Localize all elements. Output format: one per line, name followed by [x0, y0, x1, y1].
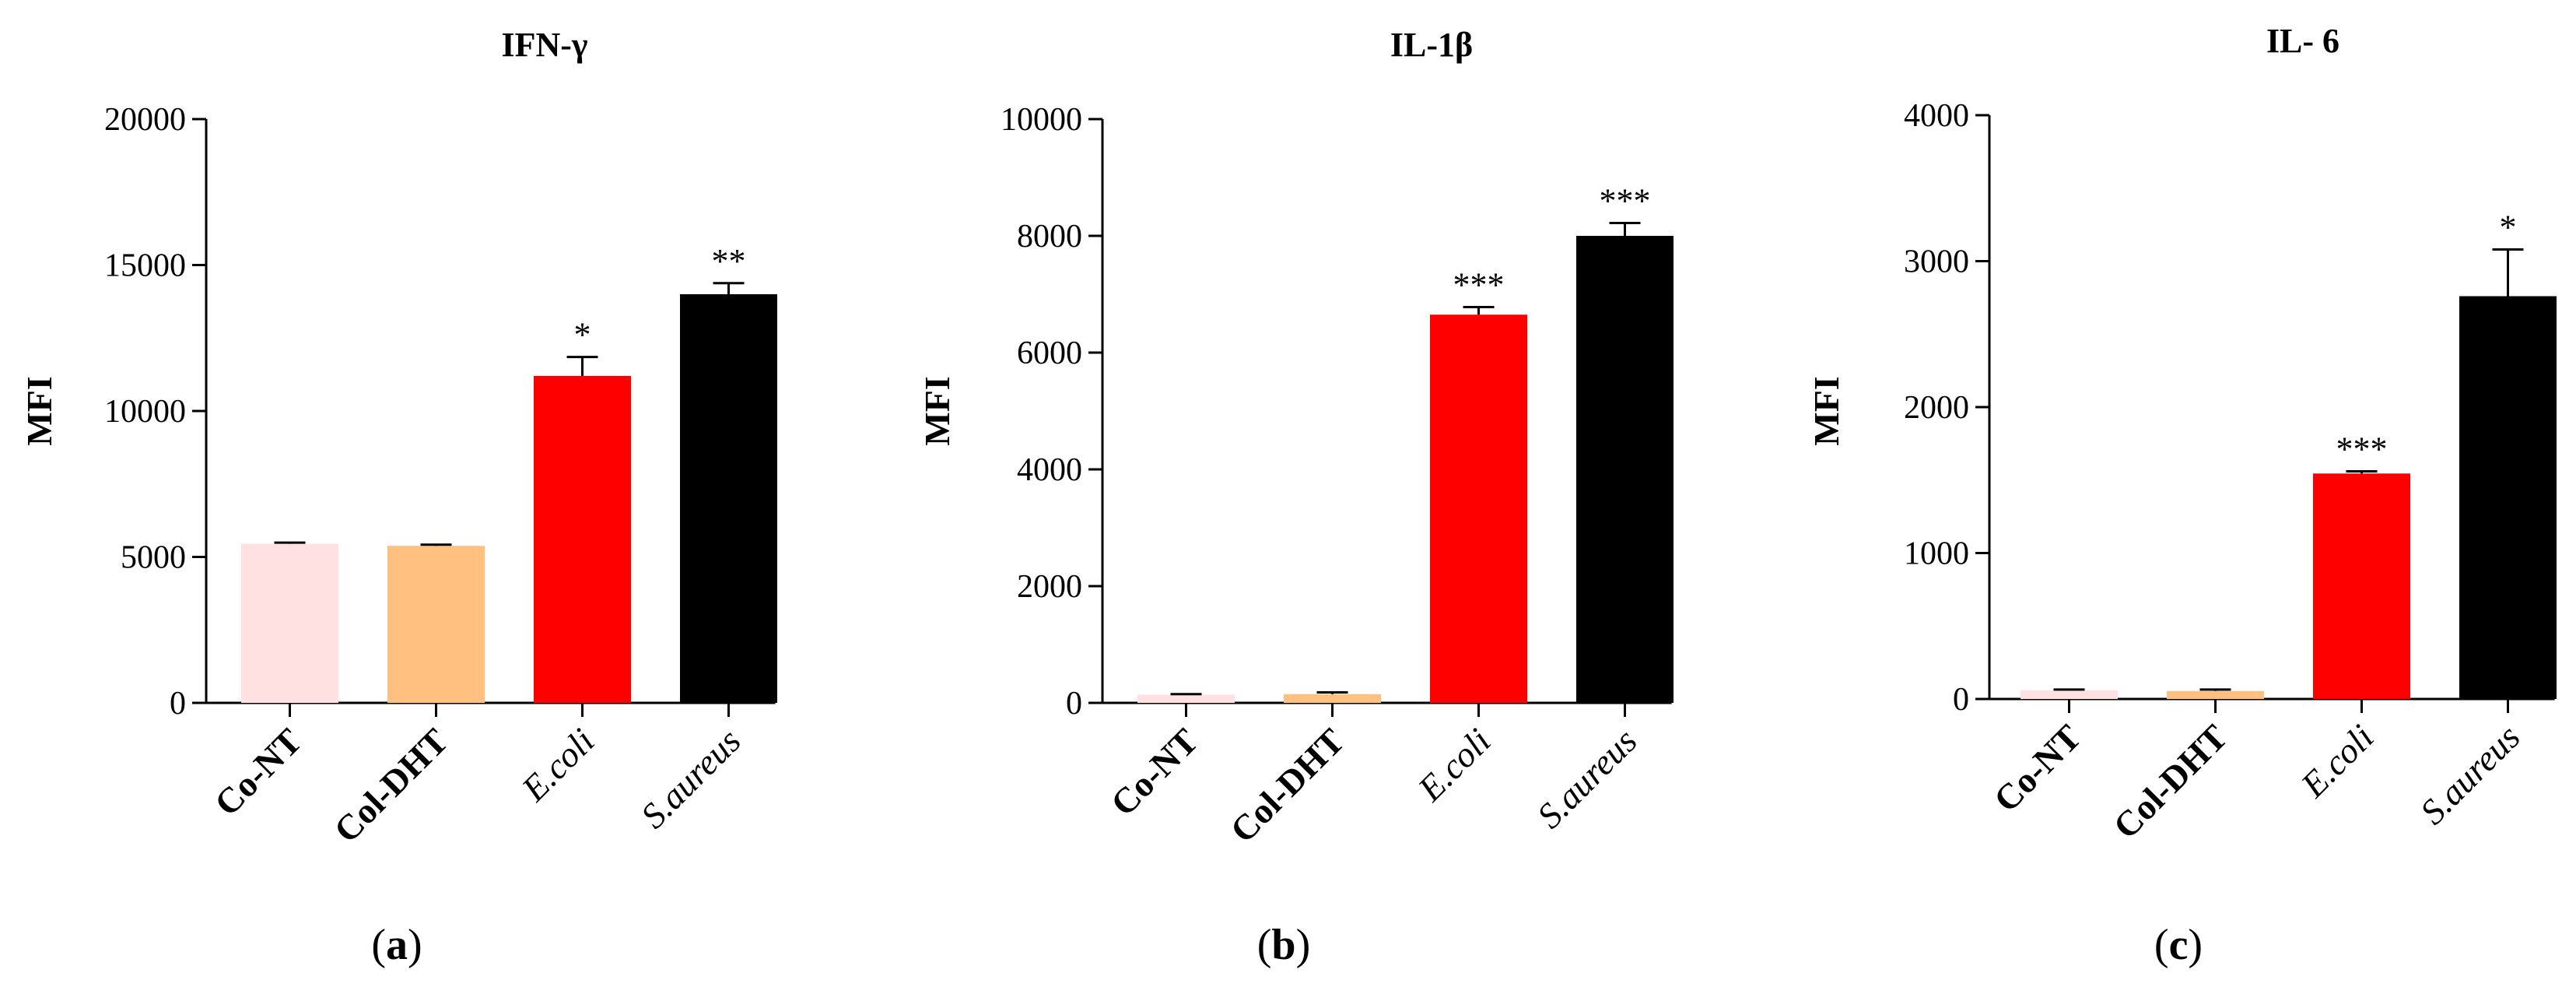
x-tick-label: Co-NT	[207, 721, 310, 824]
chart-title: IL-1β	[1390, 26, 1473, 64]
chart-panel-b: IL-1β MFI 0 2000 4000 6000 8000 10000 Co-NT Col-D…	[917, 26, 1674, 969]
chart-title: IL- 6	[2266, 22, 2339, 60]
x-tick-label: E.coli	[2293, 717, 2381, 806]
bar-e-coli	[534, 376, 631, 703]
x-tick-label: Col-DHT	[1222, 721, 1351, 850]
y-tick-label: 10000	[104, 394, 186, 430]
y-tick-label: 2000	[1017, 569, 1082, 605]
panel-label-close-paren: )	[2188, 921, 2203, 969]
y-tick-label: 4000	[1904, 98, 1969, 134]
bar-co-nt	[1137, 694, 1235, 703]
y-tick-label: 3000	[1904, 244, 1969, 280]
bar-e-coli	[1430, 314, 1527, 703]
x-tick-label: E.coli	[1410, 721, 1498, 810]
x-tick-label: E.coli	[513, 721, 602, 810]
bar-s-aureus	[680, 294, 777, 703]
bar-col-dht	[1284, 694, 1381, 703]
y-tick-label: 0	[170, 686, 186, 722]
panel-label-open-paren: (	[2154, 921, 2169, 969]
significance-label: **	[712, 242, 746, 280]
y-tick-label: 5000	[121, 540, 186, 576]
y-axis-label: MFI	[19, 376, 59, 445]
bar-co-nt	[241, 543, 338, 703]
panel-label: (b)	[1257, 921, 1310, 969]
panel-label-close-paren: )	[408, 921, 422, 969]
bar-e-coli	[2313, 473, 2410, 699]
x-tick-label: S.aureus	[633, 721, 748, 836]
y-axis-label: MFI	[1807, 376, 1846, 445]
significance-label: ***	[2336, 430, 2388, 469]
x-tick-label: S.aureus	[2413, 717, 2528, 832]
bar-col-dht	[387, 546, 485, 703]
bar-s-aureus	[1576, 236, 1674, 703]
panel-label-letter: b	[1271, 921, 1295, 969]
y-tick-label: 20000	[104, 102, 186, 138]
panel-label: (c)	[2154, 921, 2203, 969]
panel-label-letter: a	[386, 921, 408, 969]
y-tick-label: 0	[1953, 682, 1969, 718]
panel-label: (a)	[371, 921, 422, 969]
bar-co-nt	[2020, 690, 2118, 699]
significance-label: ***	[1600, 182, 1651, 220]
x-tick-label: Col-DHT	[2105, 717, 2234, 846]
x-tick-label: Col-DHT	[326, 721, 455, 850]
bar-col-dht	[2167, 690, 2264, 699]
panel-label-open-paren: (	[1257, 921, 1272, 969]
y-axis-label: MFI	[917, 376, 957, 445]
panel-label-close-paren: )	[1296, 921, 1311, 969]
significance-label: *	[574, 316, 591, 354]
x-tick-label: Co-NT	[1986, 717, 2089, 820]
x-tick-label: S.aureus	[1530, 721, 1645, 836]
chart-title: IFN-γ	[501, 26, 587, 64]
y-tick-label: 8000	[1017, 219, 1082, 255]
y-tick-label: 15000	[104, 248, 186, 284]
y-tick-label: 2000	[1904, 390, 1969, 426]
panel-label-open-paren: (	[371, 921, 386, 969]
x-tick-label: Co-NT	[1103, 721, 1206, 824]
y-tick-label: 0	[1066, 686, 1082, 722]
y-tick-label: 1000	[1904, 536, 1969, 572]
significance-label: ***	[1453, 266, 1505, 304]
bar-s-aureus	[2459, 296, 2557, 699]
significance-label: *	[2500, 209, 2517, 247]
y-tick-label: 10000	[1001, 102, 1082, 138]
y-tick-label: 4000	[1017, 452, 1082, 488]
panel-label-letter: c	[2169, 921, 2189, 969]
chart-panel-a: IFN-γ MFI 0 5000 10000 15000 20000 Co-NT Col-DHT…	[19, 26, 777, 969]
y-tick-label: 6000	[1017, 335, 1082, 371]
